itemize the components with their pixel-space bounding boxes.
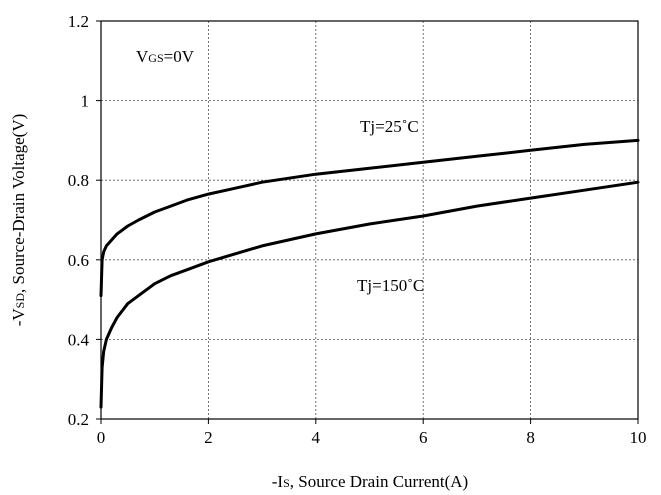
series: [99, 138, 640, 409]
y-tick-label: 0.4: [68, 330, 90, 349]
y-tick-label: 0.6: [68, 251, 89, 270]
ticks: 0 2 4 6 8 10 0.2 0.4 0.6 0.8 1 1.2: [68, 12, 647, 447]
y-tick-label: 1: [81, 92, 90, 111]
condition-label: VGS=0V: [136, 47, 195, 66]
plot-frame: [100, 20, 639, 420]
x-tick-label: 10: [630, 428, 647, 447]
x-tick-label: 6: [419, 428, 428, 447]
series-label-tj-25: Tj=25˚C: [360, 117, 419, 136]
y-axis-label: -VSD, Source-Drain Voltage(V): [9, 114, 28, 327]
x-tick-label: 8: [526, 428, 535, 447]
x-tick-label: 2: [204, 428, 213, 447]
y-tick-label: 0.8: [68, 171, 89, 190]
x-tick-label: 4: [312, 428, 321, 447]
y-tick-label: 1.2: [68, 12, 89, 31]
x-tick-label: 0: [97, 428, 106, 447]
x-axis-label: -IS, Source Drain Current(A): [272, 472, 468, 491]
grid: [101, 21, 638, 419]
series-line-tj-25: [99, 138, 640, 298]
series-label-tj-150: Tj=150˚C: [357, 276, 424, 295]
y-tick-label: 0.2: [68, 410, 89, 429]
series-line-tj-150: [99, 180, 640, 409]
